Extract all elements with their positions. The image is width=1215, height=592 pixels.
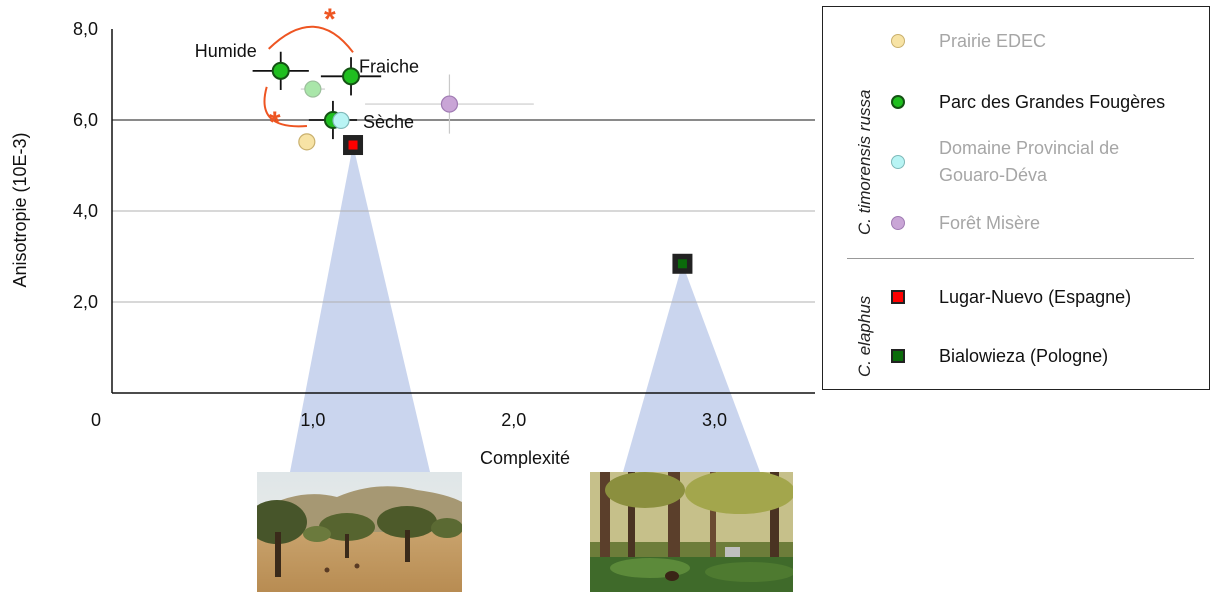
data-point-lugar-nuevo-espagne-0 bbox=[348, 140, 358, 150]
legend-marker-parc-grandes-fougeres bbox=[891, 95, 905, 109]
legend-marker-lugar-nuevo bbox=[891, 290, 905, 304]
x-tick-label-3: 3,0 bbox=[702, 410, 727, 430]
x-tick-label-2: 2,0 bbox=[501, 410, 526, 430]
y-tick-label-0: 2,0 bbox=[73, 292, 98, 312]
y-tick-label-1: 4,0 bbox=[73, 201, 98, 221]
data-point-bialowieza-pologne-0 bbox=[677, 259, 687, 269]
lugar-nuevo-photo bbox=[257, 472, 462, 592]
axes bbox=[111, 29, 815, 394]
x-axis-title: Complexité bbox=[480, 448, 570, 468]
significance-asterisk-1: * bbox=[324, 3, 336, 36]
legend-label-bialowieza: Bialowieza (Pologne) bbox=[939, 346, 1109, 366]
legend-label-prairie-edec: Prairie EDEC bbox=[939, 31, 1047, 51]
y-tick-labels: 2,0 4,0 6,0 8,0 bbox=[73, 19, 98, 312]
significance-asterisk-2: * bbox=[269, 106, 281, 139]
legend: C. timorensis russa C. elaphus Prairie E… bbox=[822, 6, 1210, 390]
point-label-humide: Humide bbox=[195, 41, 257, 61]
photo-cone-lugar-nuevo bbox=[290, 145, 430, 472]
point-labels: Humide Fraiche Sèche bbox=[195, 41, 419, 132]
y-tick-label-2: 6,0 bbox=[73, 110, 98, 130]
legend-group-label-timorensis: C. timorensis russa bbox=[855, 89, 874, 235]
legend-marker-prairie-edec bbox=[891, 34, 905, 48]
legend-label-lugar-nuevo: Lugar-Nuevo (Espagne) bbox=[939, 287, 1132, 307]
gridlines bbox=[112, 119, 815, 303]
photo-cone-bialowieza bbox=[623, 263, 760, 472]
legend-label-gouaro-deva-line1: Domaine Provincial de bbox=[939, 138, 1120, 158]
legend-marker-gouaro-deva bbox=[891, 155, 905, 169]
y-tick-label-3: 8,0 bbox=[73, 19, 98, 39]
legend-label-foret-misere: Forêt Misère bbox=[939, 213, 1041, 233]
x-tick-labels: 0 1,0 2,0 3,0 bbox=[91, 410, 727, 430]
data-point-parc-des-grandes-fougeres-1 bbox=[342, 67, 361, 86]
y-axis-title: Anisotropie (10E-3) bbox=[10, 132, 30, 287]
data-point-foret-misere-0 bbox=[440, 95, 459, 113]
legend-label-parc-grandes-fougeres: Parc des Grandes Fougères bbox=[939, 92, 1166, 112]
x-tick-label-0: 0 bbox=[91, 410, 101, 430]
photo-cones bbox=[290, 145, 760, 472]
data-point-parc-des-grandes-fougeres-faded-0 bbox=[304, 80, 322, 98]
data-point-domaine-provincial-de-gouaro-deva-0 bbox=[332, 111, 350, 130]
legend-label-gouaro-deva-line2: Gouaro-Déva bbox=[939, 165, 1048, 185]
legend-marker-foret-misere bbox=[891, 216, 905, 230]
x-tick-label-1: 1,0 bbox=[300, 410, 325, 430]
data-point-parc-des-grandes-fougeres-0 bbox=[271, 61, 290, 80]
point-label-seche: Sèche bbox=[363, 112, 414, 132]
point-label-fraiche: Fraiche bbox=[359, 56, 419, 76]
significance-arc-humide-seche bbox=[263, 86, 308, 128]
significance-arc-humide-fraiche bbox=[268, 25, 354, 53]
legend-group-label-elaphus: C. elaphus bbox=[855, 295, 874, 377]
significance-arcs: ** bbox=[263, 3, 354, 139]
legend-separator bbox=[847, 258, 1194, 259]
data-point-prairie-edec-0 bbox=[298, 133, 316, 151]
legend-marker-bialowieza bbox=[891, 349, 905, 363]
bialowieza-photo bbox=[590, 472, 793, 592]
data-points bbox=[271, 61, 693, 274]
